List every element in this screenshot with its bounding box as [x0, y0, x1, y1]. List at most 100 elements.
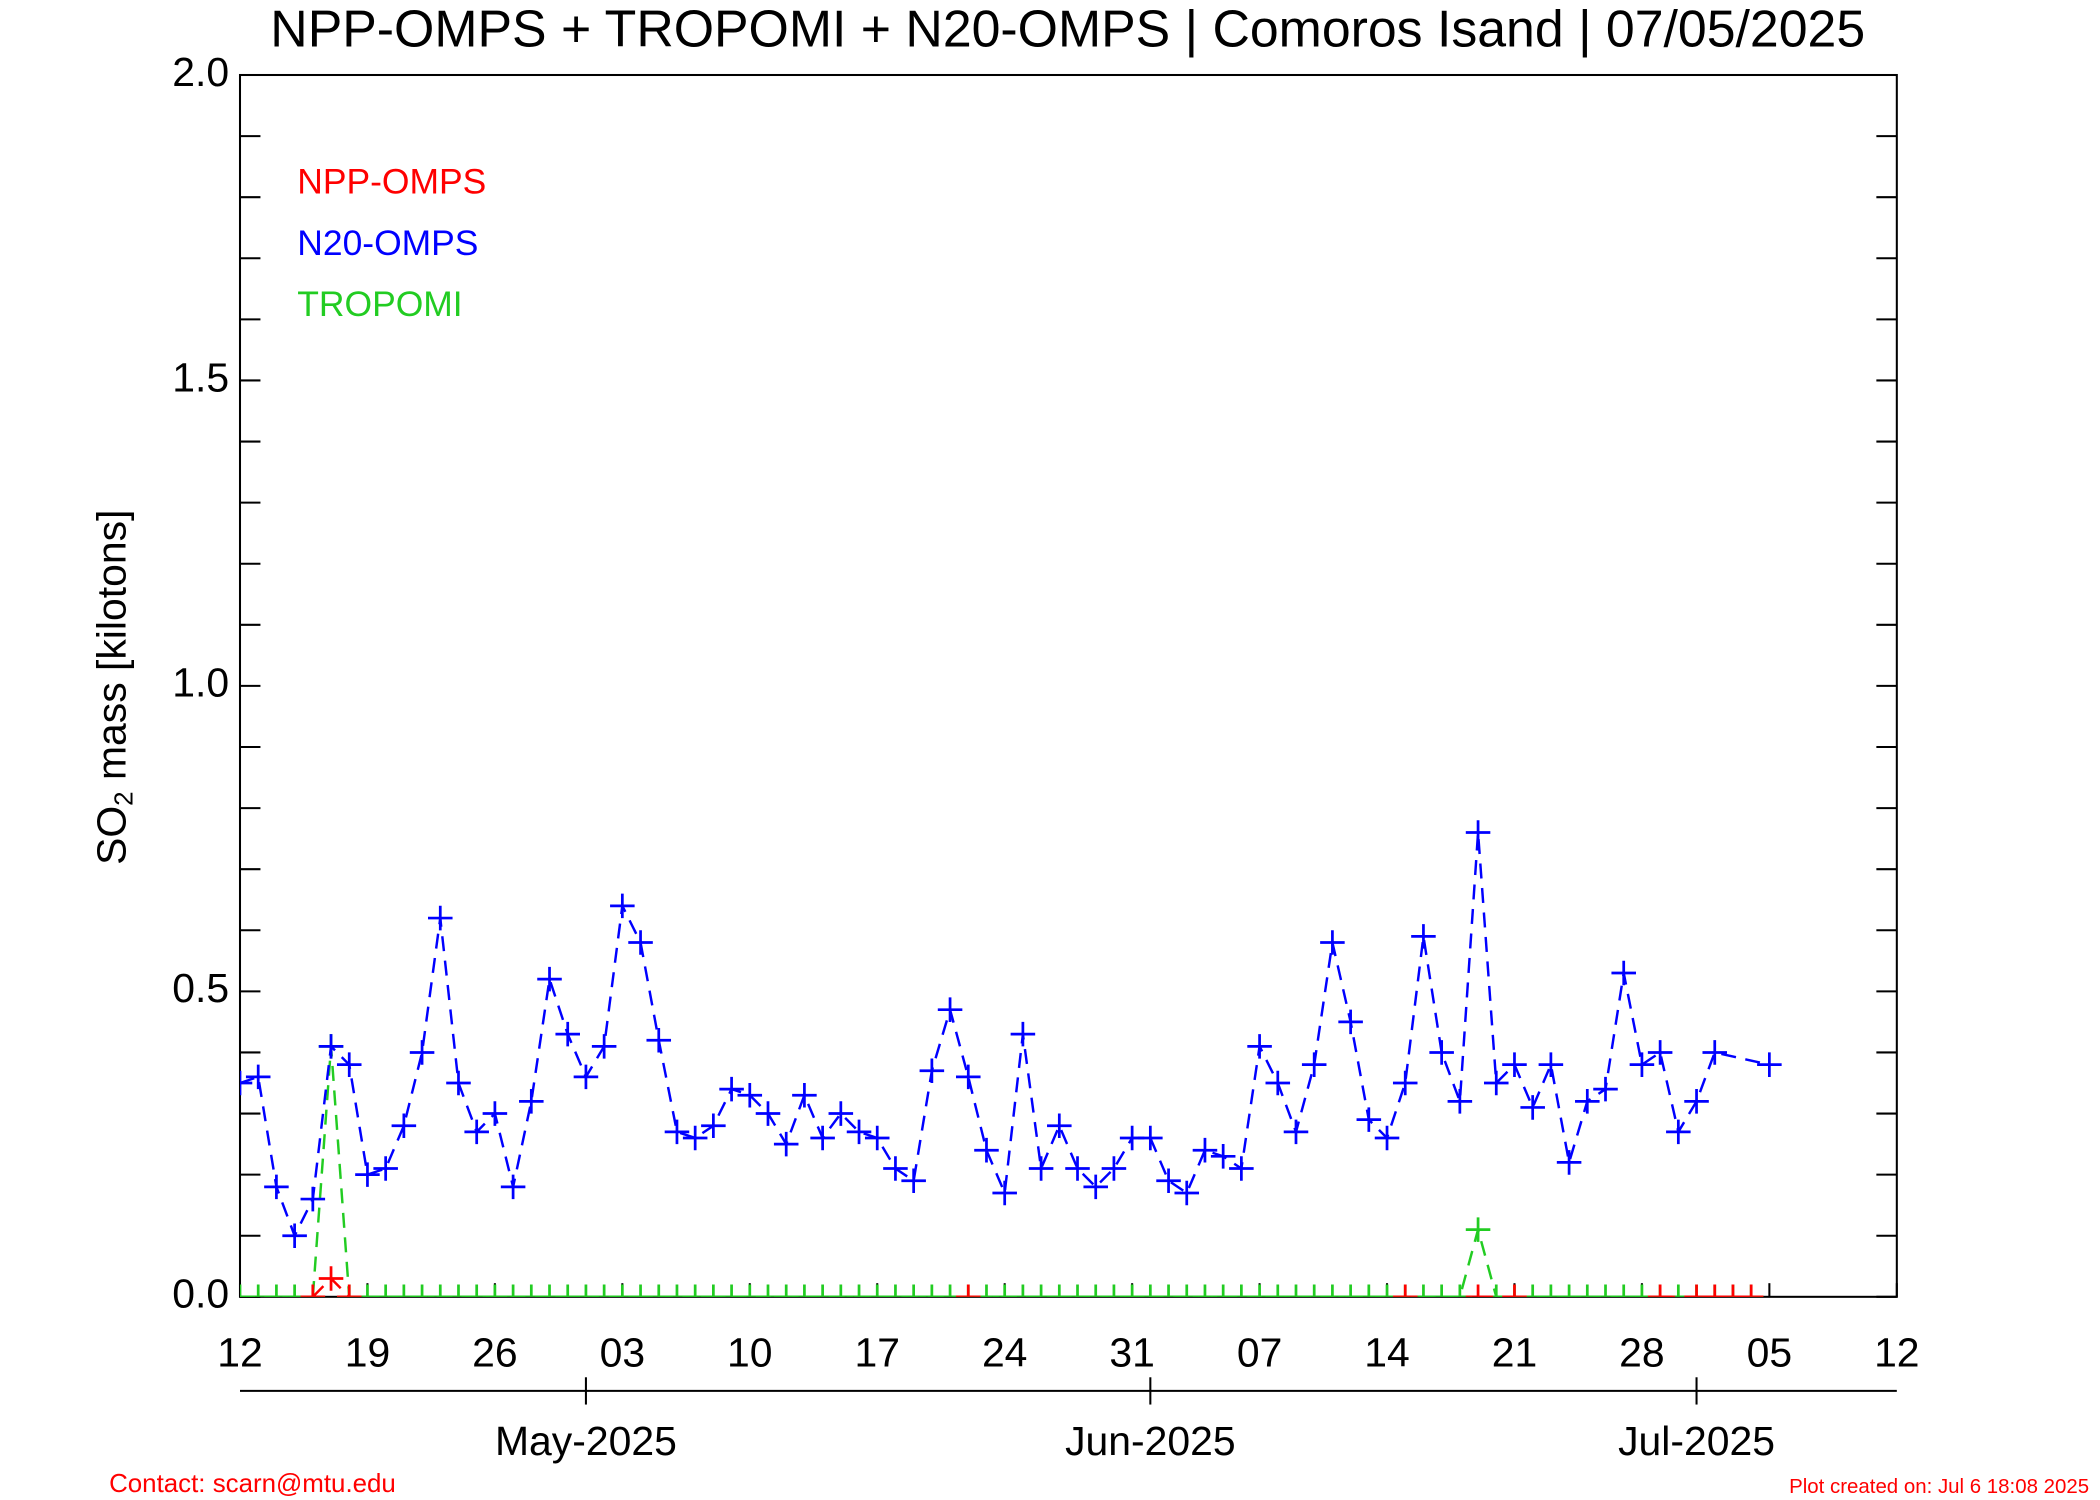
data-point — [300, 1186, 326, 1212]
data-point — [1465, 1284, 1491, 1297]
y-axis-label: SO2 mass [kilotons] — [88, 510, 138, 865]
data-point — [937, 997, 963, 1022]
data-point — [628, 930, 653, 955]
data-point — [1520, 1095, 1545, 1120]
data-point — [1301, 1284, 1327, 1297]
data-point — [282, 1223, 307, 1248]
data-point — [1611, 1284, 1636, 1297]
data-point — [1247, 1034, 1272, 1059]
data-point — [1229, 1284, 1254, 1297]
data-point — [992, 1284, 1017, 1297]
data-point — [737, 1284, 763, 1297]
data-point — [937, 1284, 963, 1297]
data-point — [701, 1284, 726, 1297]
data-point — [1374, 1125, 1400, 1151]
data-point — [391, 1284, 417, 1297]
data-point — [773, 1131, 799, 1157]
data-point — [1411, 924, 1436, 949]
data-point — [864, 1284, 890, 1297]
y-tick-label: 2.0 — [172, 49, 229, 95]
x-tick-label: 05 — [1747, 1329, 1792, 1375]
x-tick-label: 12 — [1874, 1329, 1919, 1375]
data-point — [1447, 1284, 1473, 1297]
data-point — [1265, 1284, 1291, 1297]
data-point — [245, 1284, 271, 1297]
data-point — [373, 1284, 398, 1297]
data-point — [810, 1125, 835, 1151]
data-point — [1556, 1150, 1582, 1175]
data-point — [409, 1284, 435, 1297]
data-point — [464, 1119, 489, 1145]
data-point — [1483, 1284, 1509, 1297]
data-point — [373, 1156, 398, 1181]
chart-title: NPP-OMPS + TROPOMI + N20-OMPS | Comoros … — [270, 0, 1865, 57]
data-point — [1502, 1052, 1527, 1077]
data-point — [773, 1284, 799, 1297]
month-label: Jun-2025 — [1065, 1418, 1236, 1464]
data-point — [610, 893, 635, 919]
data-point — [810, 1284, 835, 1297]
data-point — [1647, 1040, 1673, 1065]
data-point — [1538, 1052, 1564, 1077]
data-point — [1028, 1284, 1054, 1297]
x-tick-label: 17 — [854, 1329, 899, 1375]
data-point — [919, 1284, 945, 1297]
data-point — [1065, 1156, 1090, 1181]
data-point — [537, 966, 562, 992]
data-point — [646, 1284, 672, 1297]
data-point — [239, 1070, 253, 1096]
data-point — [1338, 1009, 1363, 1035]
data-point — [1101, 1284, 1127, 1297]
data-point — [428, 1284, 453, 1297]
data-point — [1374, 1284, 1400, 1297]
y-label-subscript: 2 — [110, 791, 138, 805]
data-point — [1210, 1144, 1236, 1169]
data-point — [282, 1284, 307, 1297]
data-point — [1465, 1217, 1491, 1242]
data-point — [1265, 1070, 1291, 1096]
data-point — [1174, 1180, 1200, 1206]
data-point — [1611, 960, 1636, 986]
data-point — [1247, 1284, 1272, 1297]
data-point — [500, 1284, 526, 1297]
data-point — [1119, 1284, 1145, 1297]
data-point — [264, 1174, 289, 1200]
data-point — [1356, 1107, 1382, 1132]
y-tick-label: 0.5 — [172, 965, 229, 1011]
data-point — [464, 1284, 489, 1297]
data-point — [1301, 1052, 1327, 1077]
data-point — [355, 1284, 380, 1297]
data-point — [1283, 1284, 1309, 1297]
data-point — [264, 1284, 289, 1297]
data-point — [391, 1113, 417, 1139]
y-tick-label: 0.0 — [172, 1271, 229, 1317]
data-point — [1666, 1284, 1691, 1297]
data-point — [1629, 1284, 1655, 1297]
data-point — [992, 1180, 1017, 1206]
month-label: Jul-2025 — [1618, 1418, 1775, 1464]
data-point — [591, 1284, 617, 1297]
data-point — [1447, 1089, 1473, 1114]
data-point — [1138, 1125, 1163, 1151]
data-point — [1429, 1284, 1454, 1297]
y-tick-label: 1.5 — [172, 354, 229, 400]
x-tick-label: 31 — [1109, 1329, 1154, 1375]
series-line — [239, 832, 1770, 1239]
y-tick-label: 1.0 — [172, 660, 229, 706]
data-point — [1684, 1284, 1709, 1297]
data-point — [755, 1284, 781, 1297]
data-point — [901, 1168, 926, 1194]
data-point — [1757, 1052, 1782, 1077]
data-point — [519, 1284, 544, 1297]
data-point — [1593, 1284, 1618, 1297]
data-point — [336, 1284, 362, 1297]
x-tick-label: 21 — [1492, 1329, 1537, 1375]
data-point — [1702, 1040, 1728, 1065]
data-point — [1702, 1284, 1728, 1297]
data-point — [573, 1064, 599, 1090]
x-tick-label: 19 — [345, 1329, 390, 1375]
x-tick-label: 03 — [600, 1329, 645, 1375]
data-point — [1065, 1284, 1090, 1297]
data-point — [646, 1027, 672, 1053]
